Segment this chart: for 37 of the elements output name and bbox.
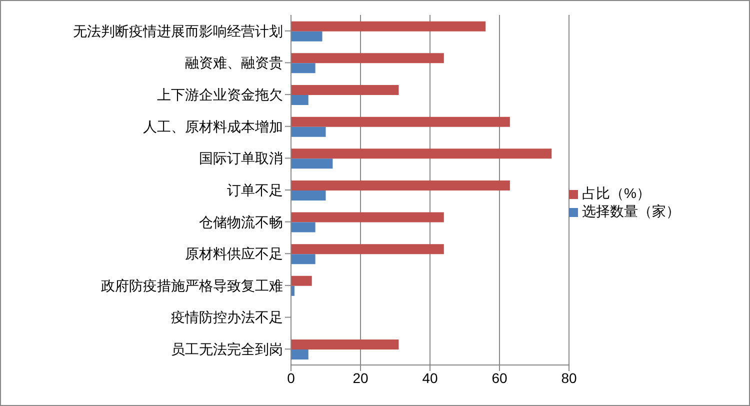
bar <box>291 222 316 232</box>
legend-label: 选择数量（家） <box>582 203 680 219</box>
bar <box>291 116 510 127</box>
bar <box>291 212 444 222</box>
bar <box>291 340 399 350</box>
x-tick-label: 40 <box>422 370 438 386</box>
y-tick-label: 订单不足 <box>227 182 283 198</box>
bar <box>291 276 312 286</box>
bar <box>291 53 444 64</box>
y-tick-label: 员工无法完全到岗 <box>171 341 283 358</box>
x-tick-label: 20 <box>352 370 368 386</box>
y-tick-label: 融资难、融资贵 <box>185 54 283 71</box>
bar <box>291 85 399 95</box>
y-tick-label: 疫情防控办法不足 <box>171 309 283 326</box>
x-tick-label: 60 <box>492 370 508 386</box>
x-tick-label: 0 <box>287 370 296 386</box>
y-tick-label: 原材料供应不足 <box>185 246 283 262</box>
bar <box>291 350 308 360</box>
bar <box>291 21 486 32</box>
bar <box>291 148 552 159</box>
bar <box>291 95 308 105</box>
bar <box>291 190 326 200</box>
bar <box>291 180 510 190</box>
bar <box>291 63 316 74</box>
bar <box>291 31 322 42</box>
y-tick-label: 人工、原材料成本增加 <box>143 118 283 134</box>
legend-label: 占比（%） <box>582 185 650 201</box>
bar <box>291 244 444 254</box>
y-tick-label: 无法判断疫情进展而影响经营计划 <box>73 22 283 39</box>
y-tick-label: 政府防疫措施严格导致复工难 <box>101 277 283 294</box>
bar <box>291 254 316 264</box>
y-tick-label: 国际订单取消 <box>199 150 283 166</box>
y-tick-label: 上下游企业资金拖欠 <box>157 86 283 103</box>
bar <box>291 158 333 169</box>
y-tick-label: 仓储物流不畅 <box>199 214 283 230</box>
x-tick-label: 80 <box>561 370 577 386</box>
bar <box>291 126 326 137</box>
